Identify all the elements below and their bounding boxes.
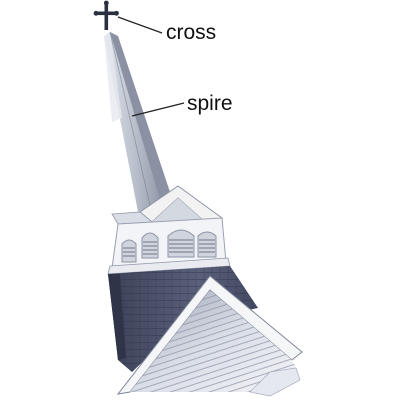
louver-vents [121, 229, 217, 263]
cross-label: cross [166, 21, 217, 44]
spire-label: spire [187, 92, 233, 115]
spire-leader-line [131, 102, 185, 117]
spire-shape [104, 31, 174, 212]
cross-leader-line [117, 16, 163, 34]
belfry [107, 217, 231, 275]
front-gable [116, 275, 303, 397]
cross-icon [93, 0, 119, 30]
